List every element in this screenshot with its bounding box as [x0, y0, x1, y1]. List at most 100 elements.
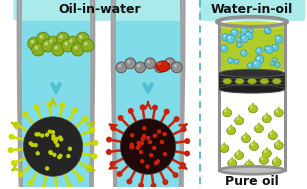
Circle shape: [57, 155, 61, 159]
Circle shape: [84, 42, 88, 46]
Circle shape: [164, 109, 170, 115]
Circle shape: [222, 46, 224, 49]
Circle shape: [31, 40, 34, 43]
Circle shape: [34, 132, 39, 137]
Ellipse shape: [247, 78, 256, 84]
Circle shape: [140, 159, 144, 163]
Circle shape: [267, 30, 268, 32]
Circle shape: [255, 55, 264, 64]
Circle shape: [240, 33, 245, 37]
Circle shape: [146, 136, 150, 140]
Ellipse shape: [235, 117, 243, 125]
Circle shape: [221, 145, 224, 148]
Circle shape: [40, 185, 46, 189]
Text: Oil-in-water: Oil-in-water: [58, 3, 141, 16]
Ellipse shape: [20, 0, 91, 189]
Circle shape: [79, 35, 83, 39]
Ellipse shape: [272, 78, 281, 84]
FancyBboxPatch shape: [115, 46, 182, 76]
Circle shape: [92, 140, 99, 146]
Circle shape: [54, 46, 58, 50]
Circle shape: [81, 39, 94, 52]
Ellipse shape: [268, 132, 277, 140]
Circle shape: [273, 159, 276, 162]
Circle shape: [45, 166, 49, 171]
Circle shape: [59, 35, 63, 39]
Circle shape: [9, 134, 14, 140]
Circle shape: [228, 36, 231, 39]
Polygon shape: [228, 124, 234, 129]
Circle shape: [173, 172, 178, 178]
Circle shape: [264, 27, 271, 34]
Circle shape: [249, 64, 250, 66]
Circle shape: [150, 183, 157, 189]
Circle shape: [157, 129, 161, 134]
Circle shape: [260, 157, 263, 160]
Circle shape: [266, 29, 267, 30]
Circle shape: [274, 59, 275, 60]
Polygon shape: [270, 129, 276, 134]
Circle shape: [110, 125, 116, 131]
Polygon shape: [221, 142, 227, 146]
Circle shape: [224, 109, 227, 112]
Polygon shape: [224, 106, 230, 111]
Circle shape: [33, 104, 40, 110]
Circle shape: [55, 143, 60, 147]
Circle shape: [56, 32, 69, 45]
Circle shape: [252, 60, 261, 68]
FancyBboxPatch shape: [219, 26, 285, 69]
Circle shape: [238, 43, 239, 45]
Circle shape: [36, 151, 40, 156]
Circle shape: [64, 42, 68, 46]
Ellipse shape: [274, 109, 283, 117]
Circle shape: [241, 28, 248, 34]
Circle shape: [246, 162, 249, 165]
Circle shape: [152, 146, 156, 150]
Ellipse shape: [255, 125, 263, 133]
Ellipse shape: [20, 0, 91, 189]
Circle shape: [51, 130, 55, 134]
Circle shape: [265, 47, 267, 49]
FancyBboxPatch shape: [14, 0, 186, 21]
Circle shape: [273, 46, 275, 48]
Circle shape: [267, 47, 270, 50]
Polygon shape: [264, 146, 270, 151]
Ellipse shape: [262, 115, 271, 123]
Circle shape: [237, 42, 242, 48]
Circle shape: [28, 37, 41, 50]
Circle shape: [277, 37, 279, 39]
Circle shape: [89, 127, 95, 133]
Circle shape: [78, 176, 84, 182]
Ellipse shape: [235, 78, 244, 84]
Circle shape: [106, 137, 112, 143]
Ellipse shape: [156, 61, 170, 72]
Circle shape: [174, 64, 177, 67]
Circle shape: [52, 43, 64, 56]
Circle shape: [235, 60, 237, 62]
Circle shape: [157, 64, 160, 67]
Circle shape: [229, 59, 231, 61]
Ellipse shape: [262, 149, 271, 157]
Ellipse shape: [220, 145, 229, 153]
Circle shape: [53, 140, 58, 144]
Circle shape: [171, 62, 182, 73]
Circle shape: [234, 59, 239, 64]
Circle shape: [272, 44, 279, 51]
Circle shape: [149, 153, 154, 157]
Circle shape: [110, 161, 115, 167]
Circle shape: [257, 57, 259, 59]
Circle shape: [275, 109, 278, 112]
Circle shape: [242, 51, 244, 53]
Circle shape: [153, 134, 157, 138]
Circle shape: [47, 36, 60, 49]
Ellipse shape: [272, 158, 281, 166]
Circle shape: [126, 178, 132, 184]
Circle shape: [254, 61, 257, 64]
Circle shape: [137, 144, 141, 148]
Circle shape: [54, 137, 59, 141]
Polygon shape: [261, 153, 267, 158]
Circle shape: [66, 154, 71, 158]
Circle shape: [141, 137, 145, 141]
Circle shape: [275, 35, 283, 43]
Circle shape: [162, 179, 168, 185]
